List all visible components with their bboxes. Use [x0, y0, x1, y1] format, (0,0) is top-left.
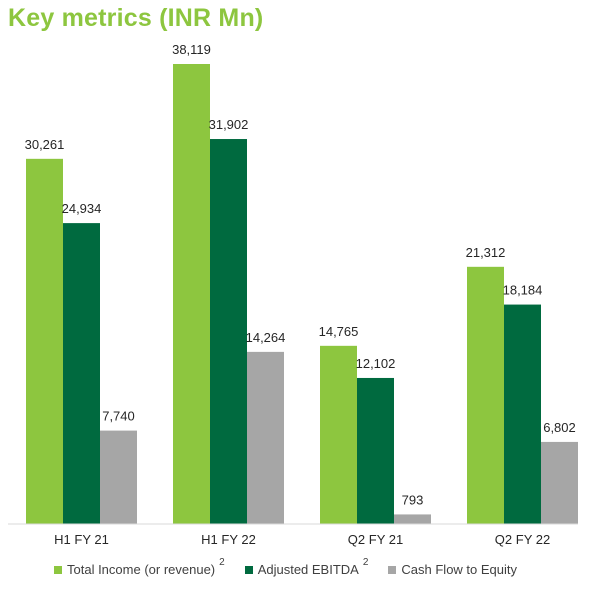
legend-swatch-adjusted-ebitda — [244, 565, 253, 574]
bar-chart: 30,261 24,934 7,740 38,119 31,902 14,264 14,76… — [8, 42, 578, 547]
bar-adjusted-ebitda-q2-fy-22 — [504, 304, 541, 524]
legend: Total Income (or revenue) 2 Adjusted EBI… — [54, 557, 537, 577]
legend-label-cash-flow-to-equity: Cash Flow to Equity — [401, 562, 518, 577]
data-label-cash-flow-to-equity-q2-fy-22: 6,802 — [543, 420, 576, 435]
data-label-cash-flow-to-equity-h1-fy-21: 7,740 — [102, 409, 135, 424]
category-label-q2-fy-22: Q2 FY 22 — [495, 532, 550, 547]
bar-cash-flow-to-equity-h1-fy-22 — [247, 351, 284, 524]
legend-superscript-total-income: 2 — [219, 557, 225, 568]
bar-adjusted-ebitda-h1-fy-22 — [210, 139, 247, 524]
legend-superscript-adjusted-ebitda: 2 — [362, 557, 369, 568]
category-label-h1-fy-21: H1 FY 21 — [54, 532, 109, 547]
legend-swatch-cash-flow-to-equity — [388, 565, 397, 574]
legend-item-cash-flow-to-equity: Cash Flow to Equity — [388, 562, 517, 577]
bar-cash-flow-to-equity-h1-fy-21 — [100, 430, 137, 524]
data-label-adjusted-ebitda-q2-fy-21: 12,102 — [356, 356, 396, 371]
bar-cash-flow-to-equity-q2-fy-21 — [394, 514, 431, 524]
data-label-total-income-or-revenue-h1-fy-22: 38,119 — [172, 42, 211, 57]
legend-swatch-total-income — [54, 565, 62, 574]
category-label-h1-fy-22: H1 FY 22 — [201, 532, 256, 547]
data-label-adjusted-ebitda-q2-fy-22: 18,184 — [503, 283, 543, 298]
legend-label-adjusted-ebitda: Adjusted EBITDA — [257, 562, 359, 577]
data-label-cash-flow-to-equity-h1-fy-22: 14,264 — [246, 330, 286, 345]
data-label-total-income-or-revenue-h1-fy-21: 30,261 — [25, 137, 65, 152]
category-label-q2-fy-21: Q2 FY 21 — [348, 532, 403, 547]
bar-total-income-or-revenue-h1-fy-21 — [26, 158, 63, 524]
bar-total-income-or-revenue-q2-fy-22 — [467, 266, 504, 524]
data-label-total-income-or-revenue-q2-fy-21: 14,765 — [319, 324, 359, 339]
data-label-total-income-or-revenue-q2-fy-22: 21,312 — [466, 245, 506, 260]
data-label-adjusted-ebitda-h1-fy-21: 24,934 — [62, 201, 102, 216]
legend-item-adjusted-ebitda: Adjusted EBITDA 2 — [244, 557, 368, 577]
legend-label-total-income: Total Income (or revenue) — [67, 562, 216, 577]
data-label-adjusted-ebitda-h1-fy-22: 31,902 — [209, 117, 249, 132]
bar-cash-flow-to-equity-q2-fy-22 — [541, 441, 578, 524]
bar-total-income-or-revenue-q2-fy-21 — [320, 345, 357, 524]
data-label-cash-flow-to-equity-q2-fy-21: 793 — [402, 492, 424, 507]
bar-adjusted-ebitda-h1-fy-21 — [63, 223, 100, 525]
bar-adjusted-ebitda-q2-fy-21 — [357, 377, 394, 524]
legend-item-total-income: Total Income (or revenue) 2 — [54, 557, 225, 577]
chart-title: Key metrics (INR Mn) — [8, 4, 264, 32]
bar-total-income-or-revenue-h1-fy-22 — [173, 64, 210, 524]
